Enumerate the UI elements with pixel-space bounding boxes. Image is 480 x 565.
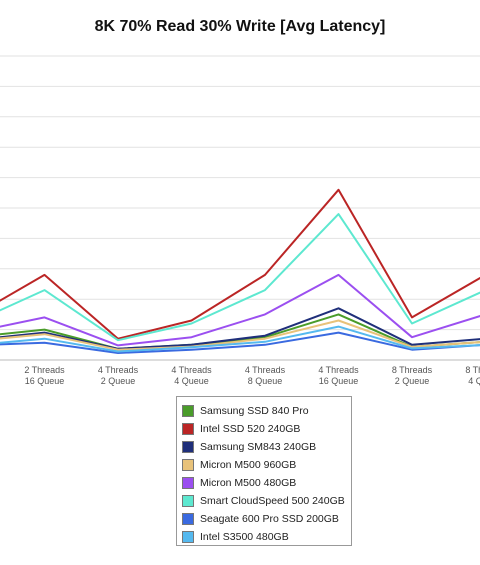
legend-item: Intel SSD 520 240GB xyxy=(182,420,351,438)
legend-swatch xyxy=(182,459,194,471)
legend-label: Samsung SM843 240GB xyxy=(200,441,317,453)
x-tick-label: 4 Threads 2 Queue xyxy=(98,365,139,386)
chart-title: 8K 70% Read 30% Write [Avg Latency] xyxy=(94,18,386,35)
legend-item: Micron M500 960GB xyxy=(182,456,351,474)
grid-lines xyxy=(0,55,480,361)
x-tick-label: 4 Threads 16 Queue xyxy=(318,365,359,386)
x-tick-label: 4 Threads 4 Queue xyxy=(171,365,212,386)
x-tick-label: 8 Threads 2 Queue xyxy=(392,365,433,386)
legend-item: Smart CloudSpeed 500 240GB xyxy=(182,492,351,510)
legend: Samsung SSD 840 Pro Intel SSD 520 240GB Sa… xyxy=(176,396,352,546)
legend-label: Smart CloudSpeed 500 240GB xyxy=(200,495,345,507)
series-line-3 xyxy=(0,319,480,351)
legend-item: Samsung SSD 840 Pro xyxy=(182,402,351,420)
legend-swatch xyxy=(182,423,194,435)
legend-label: Samsung SSD 840 Pro xyxy=(200,405,309,417)
legend-label: Seagate 600 Pro SSD 200GB xyxy=(200,513,339,525)
series-line-4 xyxy=(0,273,480,347)
series-line-2 xyxy=(0,307,480,350)
x-tick-label: 4 Threads 8 Queue xyxy=(245,365,286,386)
legend-item: Intel S3500 480GB xyxy=(182,528,351,546)
legend-swatch xyxy=(182,405,194,417)
legend-label: Intel SSD 520 240GB xyxy=(200,423,301,435)
legend-item: Seagate 600 Pro SSD 200GB xyxy=(182,510,351,528)
legend-label: Micron M500 960GB xyxy=(200,459,297,471)
series-line-6 xyxy=(0,331,480,354)
legend-item: Samsung SM843 240GB xyxy=(182,438,351,456)
legend-swatch xyxy=(182,495,194,507)
legend-label: Intel S3500 480GB xyxy=(200,531,289,543)
legend-swatch xyxy=(182,477,194,489)
legend-swatch xyxy=(182,531,194,543)
series-line-7 xyxy=(0,325,480,353)
series-lines xyxy=(0,188,480,354)
series-line-1 xyxy=(0,188,480,340)
legend-label: Micron M500 480GB xyxy=(200,477,297,489)
legend-swatch xyxy=(182,441,194,453)
x-tick-label: 2 Threads 16 Queue xyxy=(24,365,65,386)
series-line-5 xyxy=(0,213,480,342)
legend-swatch xyxy=(182,513,194,525)
legend-item: Micron M500 480GB xyxy=(182,474,351,492)
